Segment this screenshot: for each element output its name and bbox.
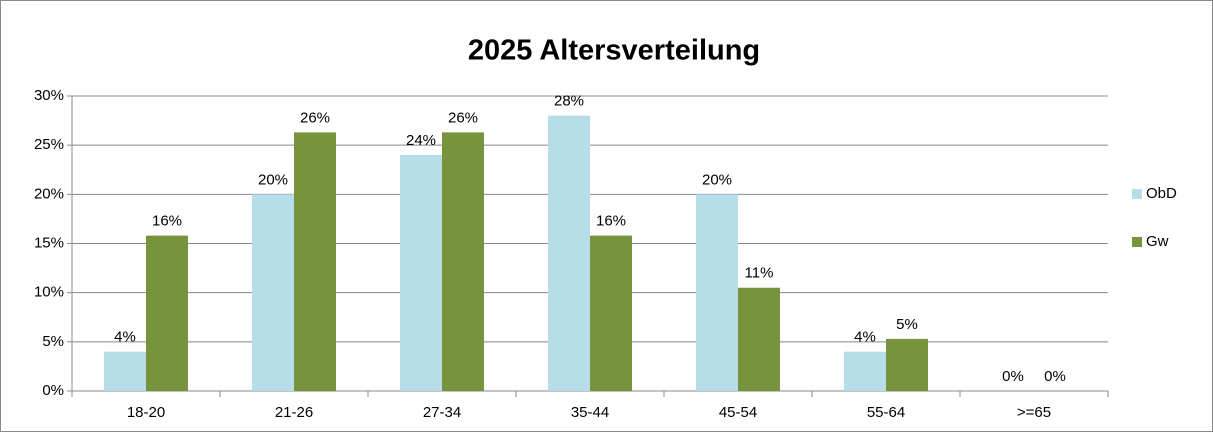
value-label: 26% (300, 109, 330, 126)
value-label: 0% (1002, 368, 1024, 385)
y-tick-label: 10% (34, 284, 64, 301)
bar (294, 132, 336, 391)
bar (548, 115, 590, 392)
legend-label: Gw (1146, 233, 1169, 250)
bar (738, 287, 780, 391)
bar (590, 235, 632, 391)
chart-title: 2025 Altersverteilung (468, 35, 760, 67)
y-tick-label: 25% (34, 136, 64, 153)
y-tick-label: 15% (34, 234, 64, 251)
value-label: 5% (896, 316, 918, 333)
value-label: 24% (406, 132, 436, 149)
bar (146, 235, 188, 391)
bar (886, 338, 928, 391)
x-tick-label: 45-54 (719, 404, 757, 421)
bar (104, 351, 146, 391)
y-tick-label: 30% (34, 87, 64, 104)
value-label: 28% (554, 93, 584, 110)
bar (844, 351, 886, 391)
x-tick-label: >=65 (1017, 404, 1051, 421)
x-tick-label: 35-44 (571, 404, 609, 421)
x-tick-label: 27-34 (423, 404, 461, 421)
value-label: 11% (745, 265, 774, 282)
value-label: 16% (152, 213, 182, 230)
bar (400, 155, 442, 391)
value-label: 26% (448, 109, 478, 126)
legend-swatch (1132, 189, 1142, 199)
x-tick-label: 18-20 (127, 404, 165, 421)
legend-swatch (1132, 237, 1142, 247)
value-label: 4% (114, 329, 136, 346)
legend-label: ObD (1146, 185, 1177, 202)
value-label: 4% (854, 329, 876, 346)
y-tick-label: 0% (42, 382, 64, 399)
value-label: 20% (258, 171, 288, 188)
value-label: 16% (596, 213, 626, 230)
bar (696, 194, 738, 391)
bar (442, 132, 484, 391)
x-tick-label: 21-26 (275, 404, 313, 421)
value-label: 20% (702, 171, 732, 188)
value-label: 0% (1044, 368, 1066, 385)
y-tick-label: 20% (34, 185, 64, 202)
bar (252, 194, 294, 391)
x-tick-label: 55-64 (867, 404, 905, 421)
y-tick-label: 5% (42, 333, 64, 350)
